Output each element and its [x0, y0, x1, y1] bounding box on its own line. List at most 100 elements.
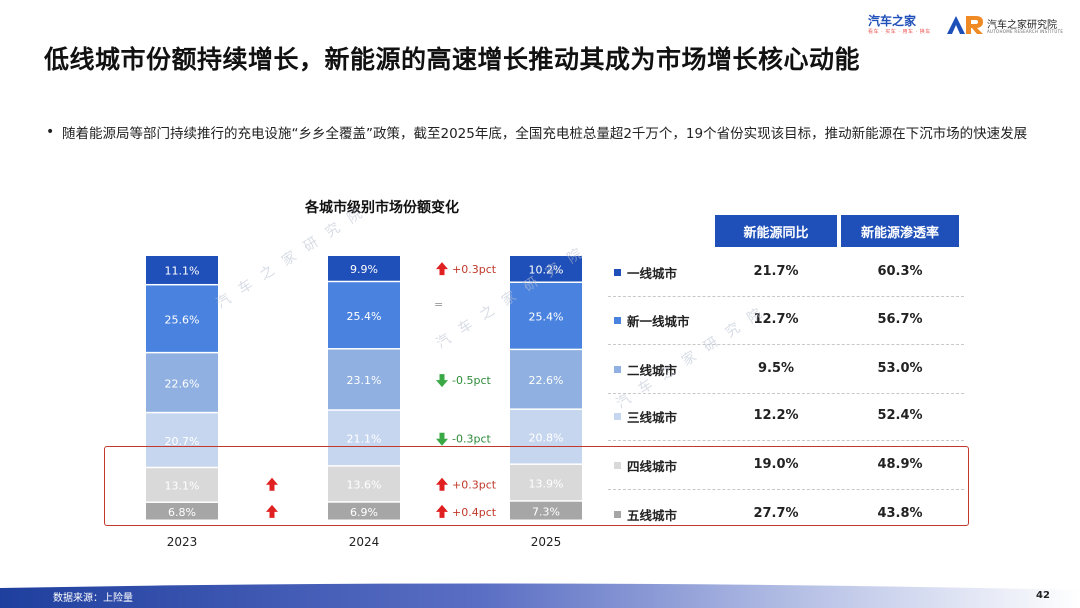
change-label: -0.5pct: [452, 374, 491, 387]
table-cell-yoy: 12.7%: [753, 312, 799, 327]
table-row-separator: [608, 489, 964, 490]
legend-swatch: [614, 316, 621, 324]
table-cell-yoy: 21.7%: [753, 264, 799, 279]
bar-value-label: 13.9%: [529, 477, 564, 490]
bar-value-label: 13.1%: [165, 480, 200, 493]
change-label: +0.3pct: [452, 263, 497, 276]
up-arrow-icon: [436, 477, 448, 491]
bar-segment: [510, 409, 582, 464]
bar-value-label: 25.6%: [165, 313, 200, 326]
table-cell-penetration: 52.4%: [877, 408, 923, 423]
x-tick-label: 2025: [531, 535, 562, 549]
change-label: +0.4pct: [452, 506, 497, 519]
bar-value-label: 21.1%: [347, 433, 382, 446]
up-arrow-icon: [436, 504, 448, 518]
table-row-label: 新一线城市: [614, 310, 690, 330]
bar-segment: [510, 501, 582, 520]
x-tick-label: 2023: [167, 535, 198, 549]
table-cell-penetration: 60.3%: [877, 264, 923, 279]
bar-value-label: 20.7%: [165, 435, 200, 448]
legend-swatch: [614, 412, 621, 420]
bar-segment: [328, 410, 400, 466]
legend-label: 一线城市: [627, 265, 678, 281]
bar-segment: [510, 282, 582, 349]
footer: 数据来源：上险量 42: [0, 582, 1080, 608]
table-row-separator: [608, 440, 964, 441]
bar-value-label: 25.4%: [529, 311, 564, 324]
legend-label: 新一线城市: [627, 313, 690, 329]
bar-value-label: 9.9%: [350, 263, 378, 276]
table-row-label: 五线城市: [614, 504, 677, 524]
table-row-separator: [608, 393, 964, 394]
down-arrow-icon: [436, 374, 448, 388]
table-cell-yoy: 27.7%: [753, 506, 799, 521]
table-cell-yoy: 19.0%: [753, 457, 799, 472]
legend-swatch: [614, 268, 621, 276]
brand-logo-subtext: 看车 · 买车 · 用车 · 换车: [868, 29, 931, 35]
bar-value-label: 6.8%: [168, 506, 196, 519]
up-arrow-icon: [266, 504, 278, 518]
bar-value-label: 13.6%: [347, 479, 382, 492]
bar-value-label: 6.9%: [350, 506, 378, 519]
institute-logo-subtext: AUTOHOME RESEARCH INSTITUTE: [987, 29, 1064, 34]
bar-segment: [328, 502, 400, 520]
institute-logo-text: 汽车之家研究院: [987, 20, 1057, 31]
bar-segment: [328, 466, 400, 502]
table-cell-yoy: 9.5%: [757, 361, 795, 376]
table-cell-penetration: 53.0%: [877, 361, 923, 376]
bar-segment: [328, 349, 400, 410]
chart-title: 各城市级别市场份额变化: [305, 200, 459, 216]
bar-value-label: 22.6%: [165, 377, 200, 390]
bar-segment: [146, 413, 218, 467]
bar-value-label: 7.3%: [532, 505, 560, 518]
bar-value-label: 23.1%: [347, 374, 382, 387]
legend-label: 五线城市: [627, 507, 678, 523]
legend-swatch: [614, 510, 621, 518]
page-title: 低线城市份额持续增长，新能源的高速增长推动其成为市场增长核心动能: [44, 45, 861, 74]
bar-segment: [146, 256, 218, 284]
table-cell-penetration: 56.7%: [877, 312, 923, 327]
table-header-yoy: 新能源同比: [715, 215, 837, 247]
brand-logo-text: 汽车之家: [868, 14, 917, 28]
bar-segment: [510, 256, 582, 282]
table-header-penetration: 新能源渗透率: [841, 215, 959, 247]
bar-segment: [146, 285, 218, 352]
data-source-note: 数据来源：上险量: [53, 593, 133, 604]
legend-label: 二线城市: [627, 362, 678, 378]
lower-tier-highlight-box: [104, 446, 969, 526]
bar-value-label: 20.8%: [529, 431, 564, 444]
footer-band: [0, 583, 1080, 608]
table-row-separator: [608, 296, 964, 297]
bar-segment: [510, 464, 582, 501]
bar-value-label: 11.1%: [165, 265, 200, 278]
change-label: -0.3pct: [452, 433, 491, 446]
x-tick-label: 2024: [349, 535, 380, 549]
bar-segment: [328, 256, 400, 281]
table-row-label: 一线城市: [614, 262, 677, 282]
bullet-dot: •: [46, 124, 55, 140]
bar-segment: [146, 353, 218, 412]
table-row-label: 二线城市: [614, 359, 677, 379]
legend-swatch: [614, 461, 621, 469]
bar-value-label: 25.4%: [347, 310, 382, 323]
page-number: 42: [1036, 590, 1050, 601]
bar-value-label: 22.6%: [529, 374, 564, 387]
up-arrow-icon: [266, 477, 278, 491]
table-row-separator: [608, 344, 964, 345]
table-cell-penetration: 43.8%: [877, 506, 923, 521]
table-row-label: 四线城市: [614, 455, 677, 475]
no-change-label: =: [434, 298, 443, 311]
table-cell-penetration: 48.9%: [877, 457, 923, 472]
bar-segment: [146, 502, 218, 520]
legend-label: 四线城市: [627, 458, 678, 474]
legend-label: 三线城市: [627, 409, 678, 425]
bar-segment: [510, 350, 582, 409]
table-cell-yoy: 12.2%: [753, 408, 799, 423]
change-label: +0.3pct: [452, 479, 497, 492]
autohome-logo: 汽车之家 看车 · 买车 · 用车 · 换车: [868, 14, 930, 40]
legend-swatch: [614, 365, 621, 373]
up-arrow-icon: [436, 262, 448, 276]
bar-segment: [328, 282, 400, 349]
institute-logo-mark-icon: [947, 16, 983, 34]
